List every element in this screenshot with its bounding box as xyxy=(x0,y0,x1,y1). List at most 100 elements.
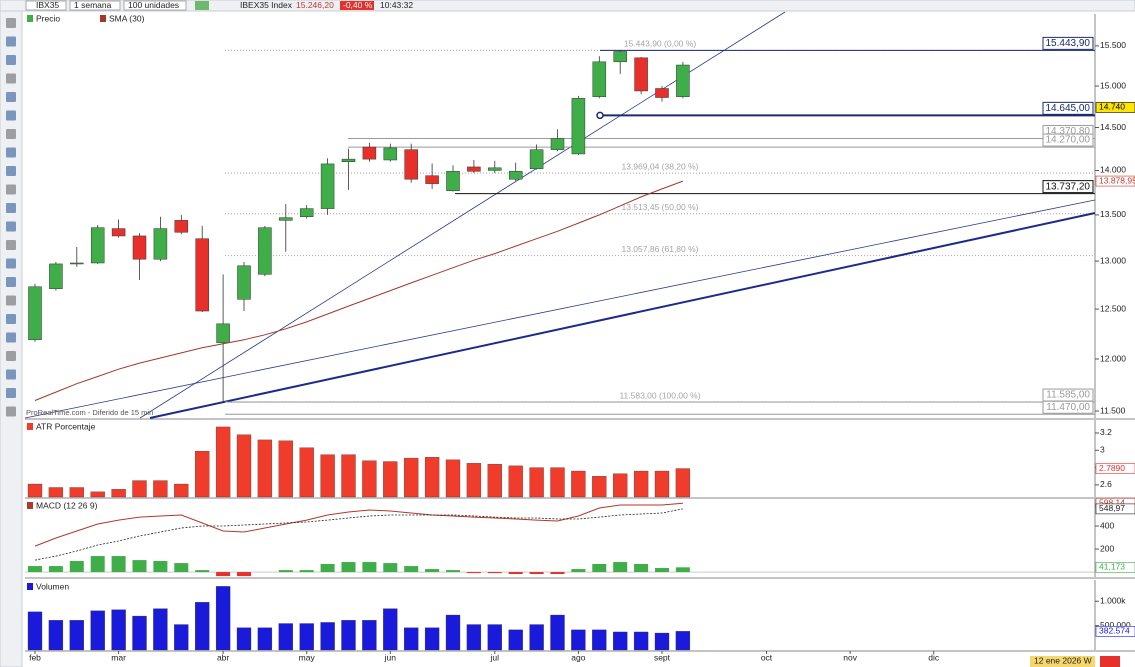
x-tick-label: jul xyxy=(490,652,500,662)
units[interactable]: 100 unidades xyxy=(128,0,179,10)
level-label: 11.585,00 xyxy=(1046,390,1090,401)
tool-icon xyxy=(6,277,16,287)
candle-body xyxy=(49,263,63,289)
candle-body xyxy=(467,166,481,172)
candle-body xyxy=(341,158,356,162)
tool-icon xyxy=(6,18,16,28)
last-value-label: 548,97 xyxy=(1099,503,1125,513)
candle-body xyxy=(383,147,398,161)
bar xyxy=(592,476,607,498)
candle-body xyxy=(258,227,272,275)
bar xyxy=(445,459,461,498)
date-box xyxy=(1030,656,1095,667)
y-tick-label: 13.000 xyxy=(1100,255,1126,265)
trendline xyxy=(149,212,1096,419)
candle-body xyxy=(70,262,84,265)
last-price: 15.246,20 xyxy=(296,0,334,10)
candle-body xyxy=(592,61,607,97)
bar xyxy=(633,631,649,651)
change: -0,40 % xyxy=(343,0,373,10)
histogram-bar xyxy=(675,567,690,573)
candle-body xyxy=(404,149,418,180)
histogram-bar xyxy=(529,572,544,575)
tool-icon xyxy=(6,369,16,380)
change-badge xyxy=(340,1,374,10)
last-value-box xyxy=(1095,503,1135,515)
bar xyxy=(215,586,231,651)
tool-icon xyxy=(6,295,16,306)
signal-line xyxy=(34,508,683,561)
level-label: 13.737,20 xyxy=(1046,181,1091,192)
candle-body xyxy=(320,163,335,209)
histogram-bar xyxy=(320,564,335,573)
period[interactable]: 1 semana xyxy=(74,0,112,10)
bar xyxy=(633,470,649,498)
last-value-box xyxy=(1095,463,1135,474)
symbol[interactable]: IBX35 xyxy=(36,0,59,10)
bar xyxy=(424,627,440,651)
y-tick-label: 1.000k xyxy=(1100,595,1126,605)
level-label: 15.443,90 xyxy=(1046,38,1091,49)
bar xyxy=(174,624,189,651)
histogram-bar xyxy=(655,568,669,573)
candle-body xyxy=(655,88,669,98)
legend-swatch xyxy=(27,423,33,430)
y-tick-label: 15.500 xyxy=(1100,40,1126,50)
histogram-bar xyxy=(132,560,147,573)
candle-body xyxy=(28,286,42,341)
x-tick-label: feb xyxy=(29,652,41,662)
candle-body xyxy=(195,238,209,312)
y-tick-label: 3 xyxy=(1100,445,1105,455)
bar xyxy=(529,467,544,498)
bar xyxy=(299,623,314,651)
bar xyxy=(215,426,231,498)
bar xyxy=(341,620,356,651)
bar xyxy=(508,629,523,651)
symbol-box[interactable] xyxy=(25,0,67,11)
candle-body xyxy=(529,149,544,169)
histogram-bar xyxy=(487,572,502,574)
tool-icon xyxy=(6,406,16,417)
bar xyxy=(341,454,356,498)
histogram-bar xyxy=(111,556,126,573)
top-toolbar xyxy=(0,0,1135,12)
histogram-bar xyxy=(90,556,105,573)
bar xyxy=(236,627,252,651)
tool-icon xyxy=(6,55,16,65)
candle-body xyxy=(174,220,189,233)
level-box xyxy=(1042,400,1094,414)
y-tick-label: 500.000 xyxy=(1100,620,1131,630)
level-box xyxy=(1042,36,1094,50)
last-value-label: 382.574 xyxy=(1099,626,1130,636)
bar xyxy=(675,468,691,498)
level-box xyxy=(1042,133,1094,147)
units-box[interactable] xyxy=(123,0,187,11)
bar xyxy=(571,470,586,498)
bar xyxy=(278,623,293,651)
last-value-label: 598,14 xyxy=(1099,497,1125,507)
bar xyxy=(508,465,523,498)
fib-label: 11.583,00 (100,00 %) xyxy=(619,391,700,401)
candle-body xyxy=(676,64,690,97)
chart-button[interactable] xyxy=(195,1,209,10)
bar xyxy=(320,622,335,651)
legend-label: SMA (30) xyxy=(109,13,145,23)
period-box[interactable] xyxy=(69,0,121,11)
bar xyxy=(383,608,398,651)
bar xyxy=(383,461,398,498)
bar xyxy=(592,629,607,651)
y-tick-label: 14.000 xyxy=(1100,165,1126,175)
legend-label: Precio xyxy=(36,13,60,23)
bar xyxy=(613,631,628,651)
level-box xyxy=(1042,101,1094,115)
histogram-bar xyxy=(446,570,460,573)
x-tick-label: nov xyxy=(843,652,857,662)
tool-icon xyxy=(6,92,16,102)
panel-title: ATR Porcentaje xyxy=(36,421,96,431)
last-value-box xyxy=(1095,102,1135,113)
bar xyxy=(27,611,43,651)
candle-body xyxy=(425,175,439,184)
histogram-bar xyxy=(508,572,523,575)
bar xyxy=(278,440,293,498)
